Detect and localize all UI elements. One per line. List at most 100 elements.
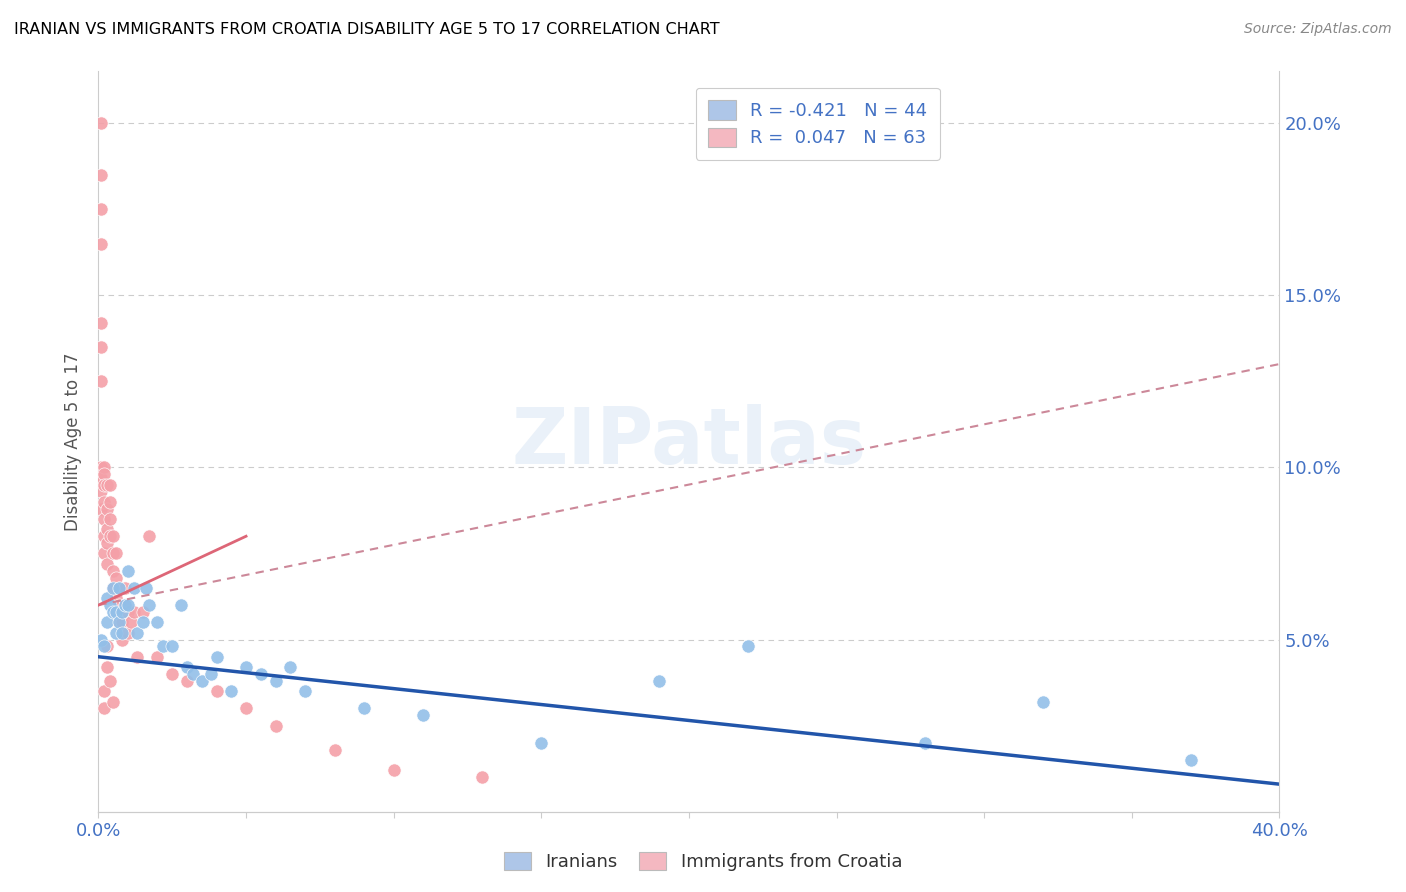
Point bbox=[125, 625, 148, 640]
Point bbox=[103, 581, 125, 595]
Point bbox=[200, 667, 222, 681]
Point bbox=[103, 564, 125, 578]
Point bbox=[146, 649, 169, 664]
Point bbox=[191, 673, 214, 688]
Point bbox=[162, 640, 183, 654]
Point bbox=[250, 667, 273, 681]
Point bbox=[125, 649, 148, 664]
Point bbox=[93, 640, 115, 654]
Point bbox=[90, 374, 112, 388]
Point bbox=[235, 701, 257, 715]
Point bbox=[103, 546, 125, 560]
Point bbox=[98, 529, 121, 543]
Point bbox=[93, 477, 115, 491]
Point bbox=[90, 316, 112, 330]
Point bbox=[96, 501, 118, 516]
Point bbox=[90, 501, 112, 516]
Point bbox=[111, 605, 134, 619]
Point bbox=[105, 605, 128, 619]
Point bbox=[162, 667, 183, 681]
Point bbox=[108, 615, 131, 630]
Point bbox=[111, 625, 134, 640]
Point bbox=[205, 684, 228, 698]
Text: ZIPatlas: ZIPatlas bbox=[512, 403, 866, 480]
Point bbox=[117, 564, 139, 578]
Point bbox=[117, 605, 139, 619]
Point bbox=[96, 536, 118, 550]
Point bbox=[122, 581, 145, 595]
Legend: R = -0.421   N = 44, R =  0.047   N = 63: R = -0.421 N = 44, R = 0.047 N = 63 bbox=[696, 87, 939, 160]
Point bbox=[90, 202, 112, 216]
Point bbox=[90, 471, 112, 485]
Point bbox=[111, 615, 134, 630]
Point bbox=[294, 684, 316, 698]
Point bbox=[382, 764, 405, 778]
Point bbox=[90, 116, 112, 130]
Point bbox=[152, 640, 174, 654]
Point bbox=[96, 615, 118, 630]
Point bbox=[737, 640, 759, 654]
Point bbox=[96, 522, 118, 536]
Point bbox=[471, 770, 494, 784]
Point bbox=[138, 598, 160, 612]
Point bbox=[1180, 753, 1202, 767]
Point bbox=[90, 168, 112, 182]
Text: Source: ZipAtlas.com: Source: ZipAtlas.com bbox=[1244, 22, 1392, 37]
Point bbox=[93, 467, 115, 482]
Point bbox=[114, 598, 136, 612]
Point bbox=[96, 660, 118, 674]
Legend: Iranians, Immigrants from Croatia: Iranians, Immigrants from Croatia bbox=[496, 845, 910, 879]
Point bbox=[221, 684, 243, 698]
Point bbox=[96, 557, 118, 571]
Point bbox=[98, 598, 121, 612]
Point bbox=[90, 484, 112, 499]
Point bbox=[90, 236, 112, 251]
Point bbox=[103, 605, 125, 619]
Point bbox=[98, 495, 121, 509]
Point bbox=[138, 529, 160, 543]
Point bbox=[90, 632, 112, 647]
Point bbox=[90, 460, 112, 475]
Point bbox=[103, 529, 125, 543]
Point bbox=[205, 649, 228, 664]
Point bbox=[108, 615, 131, 630]
Point bbox=[170, 598, 193, 612]
Point bbox=[648, 673, 671, 688]
Point bbox=[412, 708, 434, 723]
Point bbox=[98, 477, 121, 491]
Point bbox=[146, 615, 169, 630]
Point bbox=[264, 718, 287, 732]
Point bbox=[98, 512, 121, 526]
Point bbox=[108, 598, 131, 612]
Point bbox=[96, 477, 118, 491]
Point bbox=[111, 632, 134, 647]
Point bbox=[181, 667, 204, 681]
Point bbox=[93, 529, 115, 543]
Point bbox=[93, 701, 115, 715]
Point bbox=[93, 512, 115, 526]
Point bbox=[93, 546, 115, 560]
Point bbox=[108, 581, 131, 595]
Point bbox=[96, 640, 118, 654]
Point bbox=[98, 673, 121, 688]
Point bbox=[280, 660, 302, 674]
Point bbox=[93, 495, 115, 509]
Point bbox=[132, 605, 155, 619]
Point bbox=[96, 591, 118, 606]
Point bbox=[176, 673, 198, 688]
Point bbox=[93, 460, 115, 475]
Point bbox=[323, 743, 346, 757]
Point bbox=[105, 570, 128, 584]
Point bbox=[353, 701, 375, 715]
Point bbox=[103, 694, 125, 708]
Point bbox=[117, 598, 139, 612]
Point bbox=[135, 581, 157, 595]
Point bbox=[93, 684, 115, 698]
Point bbox=[105, 546, 128, 560]
Point bbox=[530, 736, 553, 750]
Point bbox=[105, 625, 128, 640]
Point bbox=[105, 591, 128, 606]
Y-axis label: Disability Age 5 to 17: Disability Age 5 to 17 bbox=[65, 352, 83, 531]
Point bbox=[914, 736, 936, 750]
Point bbox=[264, 673, 287, 688]
